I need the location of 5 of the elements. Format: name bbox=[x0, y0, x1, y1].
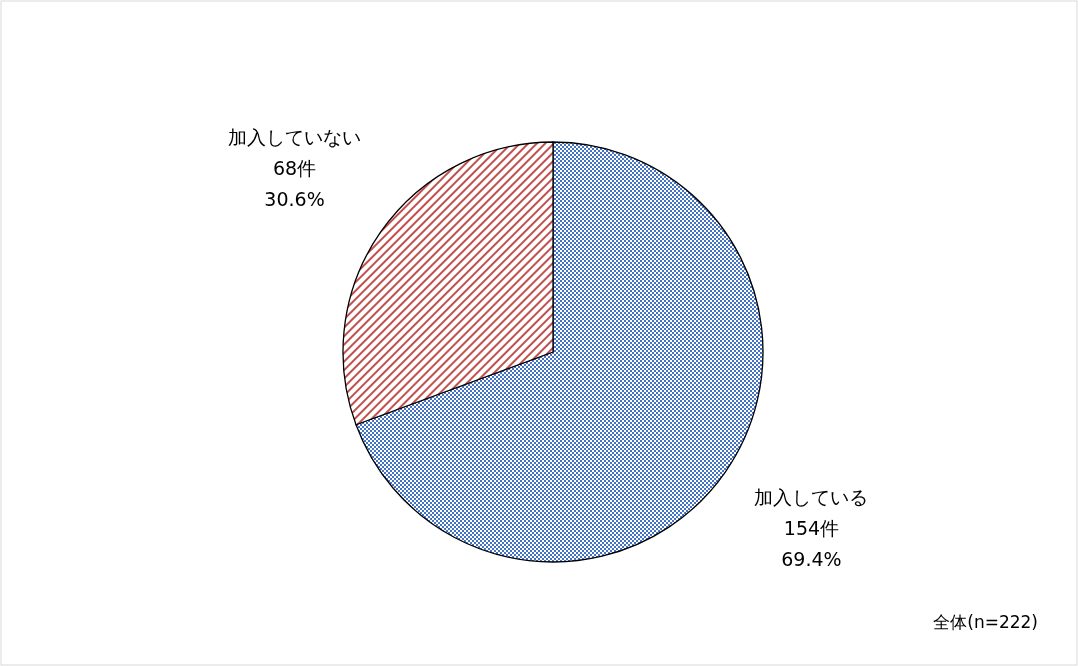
data-label: 154件 69.4% bbox=[781, 517, 842, 571]
text: 全体(n=222) bbox=[933, 612, 1038, 632]
slice-label: 加入していない bbox=[228, 125, 362, 148]
data-label: 68件 30.6% bbox=[264, 156, 325, 210]
slice-label: 加入している bbox=[754, 486, 869, 509]
